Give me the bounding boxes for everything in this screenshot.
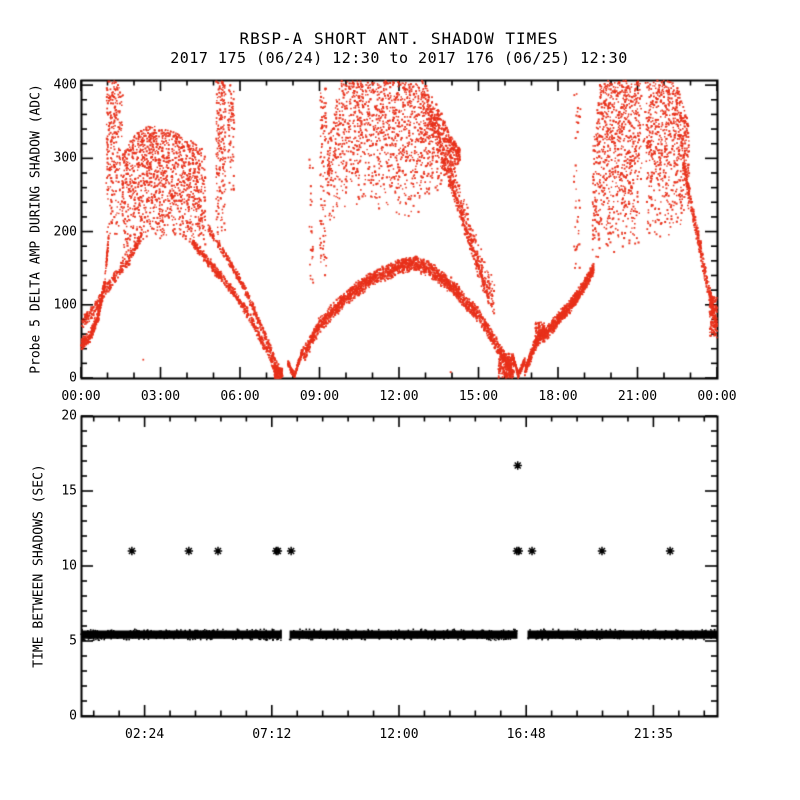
bottom-x-tick-label: 02:24	[125, 727, 165, 742]
chart-title: RBSP-A SHORT ANT. SHADOW TIMES	[239, 29, 559, 48]
top-x-tick-label: 21:00	[617, 389, 658, 404]
bottom-x-tick-label: 12:00	[379, 727, 419, 742]
top-x-tick-label: 12:00	[379, 389, 419, 404]
top-x-tick-label: 09:00	[299, 389, 340, 404]
top-x-tick-label: 06:00	[220, 389, 260, 404]
top-y-tick-label: 100	[53, 297, 77, 313]
bottom-y-tick-label: 15	[61, 483, 77, 499]
bottom-x-tick-label: 07:12	[252, 727, 292, 742]
top-x-tick-label: 00:00	[697, 389, 737, 404]
bottom-x-tick-label: 16:48	[506, 727, 546, 742]
top-x-tick-label: 03:00	[140, 389, 181, 404]
top-x-tick-label: 00:00	[61, 389, 101, 404]
chart-subtitle: 2017 175 (06/24) 12:30 to 2017 176 (06/2…	[170, 49, 628, 67]
top-x-tick-label: 15:00	[458, 389, 499, 404]
bottom-x-tick-label: 21:35	[633, 727, 673, 742]
bottom-y-tick-label: 0	[69, 708, 77, 724]
top-y-tick-label: 0	[69, 370, 77, 386]
bottom-y-tick-label: 5	[69, 633, 77, 649]
top-x-tick-label: 18:00	[538, 389, 578, 404]
top-y-tick-label: 300	[53, 150, 77, 166]
bottom-y-tick-label: 10	[61, 558, 77, 574]
bottom-y-tick-label: 20	[61, 408, 77, 424]
top-y-tick-label: 200	[53, 224, 77, 240]
top-y-tick-label: 400	[53, 77, 77, 93]
bottom-panel-y-axis-label: TIME BETWEEN SHADOWS (SEC)	[31, 464, 47, 668]
top-panel-y-axis-label: Probe 5 DELTA AMP DURING SHADOW (ADC)	[28, 84, 44, 374]
